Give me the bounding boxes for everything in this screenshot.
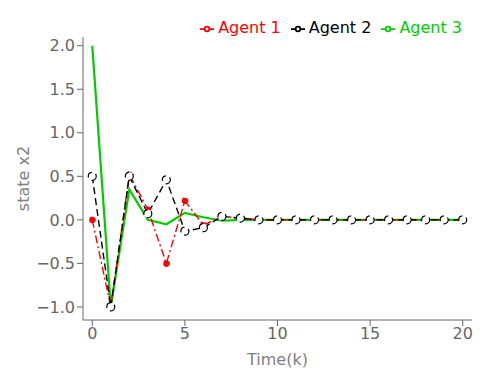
- svg-text:0: 0: [87, 324, 97, 343]
- svg-text:1.0: 1.0: [50, 123, 75, 142]
- svg-text:−0.5: −0.5: [36, 254, 75, 273]
- svg-text:0.5: 0.5: [50, 167, 75, 186]
- svg-text:20: 20: [453, 324, 473, 343]
- html-text:Agent 3: Agent 3: [399, 18, 462, 37]
- html-text:Agent 1: Agent 1: [218, 18, 281, 37]
- svg-text:state x2: state x2: [14, 146, 33, 211]
- svg-text:Time(k): Time(k): [246, 350, 308, 369]
- svg-text:2.0: 2.0: [50, 36, 75, 55]
- svg-text:0.0: 0.0: [50, 211, 75, 230]
- svg-text:5: 5: [180, 324, 190, 343]
- svg-text:15: 15: [360, 324, 380, 343]
- html-text:Agent 2: Agent 2: [308, 18, 372, 37]
- svg-text:10: 10: [267, 324, 287, 343]
- svg-text:−1.0: −1.0: [36, 298, 75, 317]
- svg-text:1.5: 1.5: [50, 80, 75, 99]
